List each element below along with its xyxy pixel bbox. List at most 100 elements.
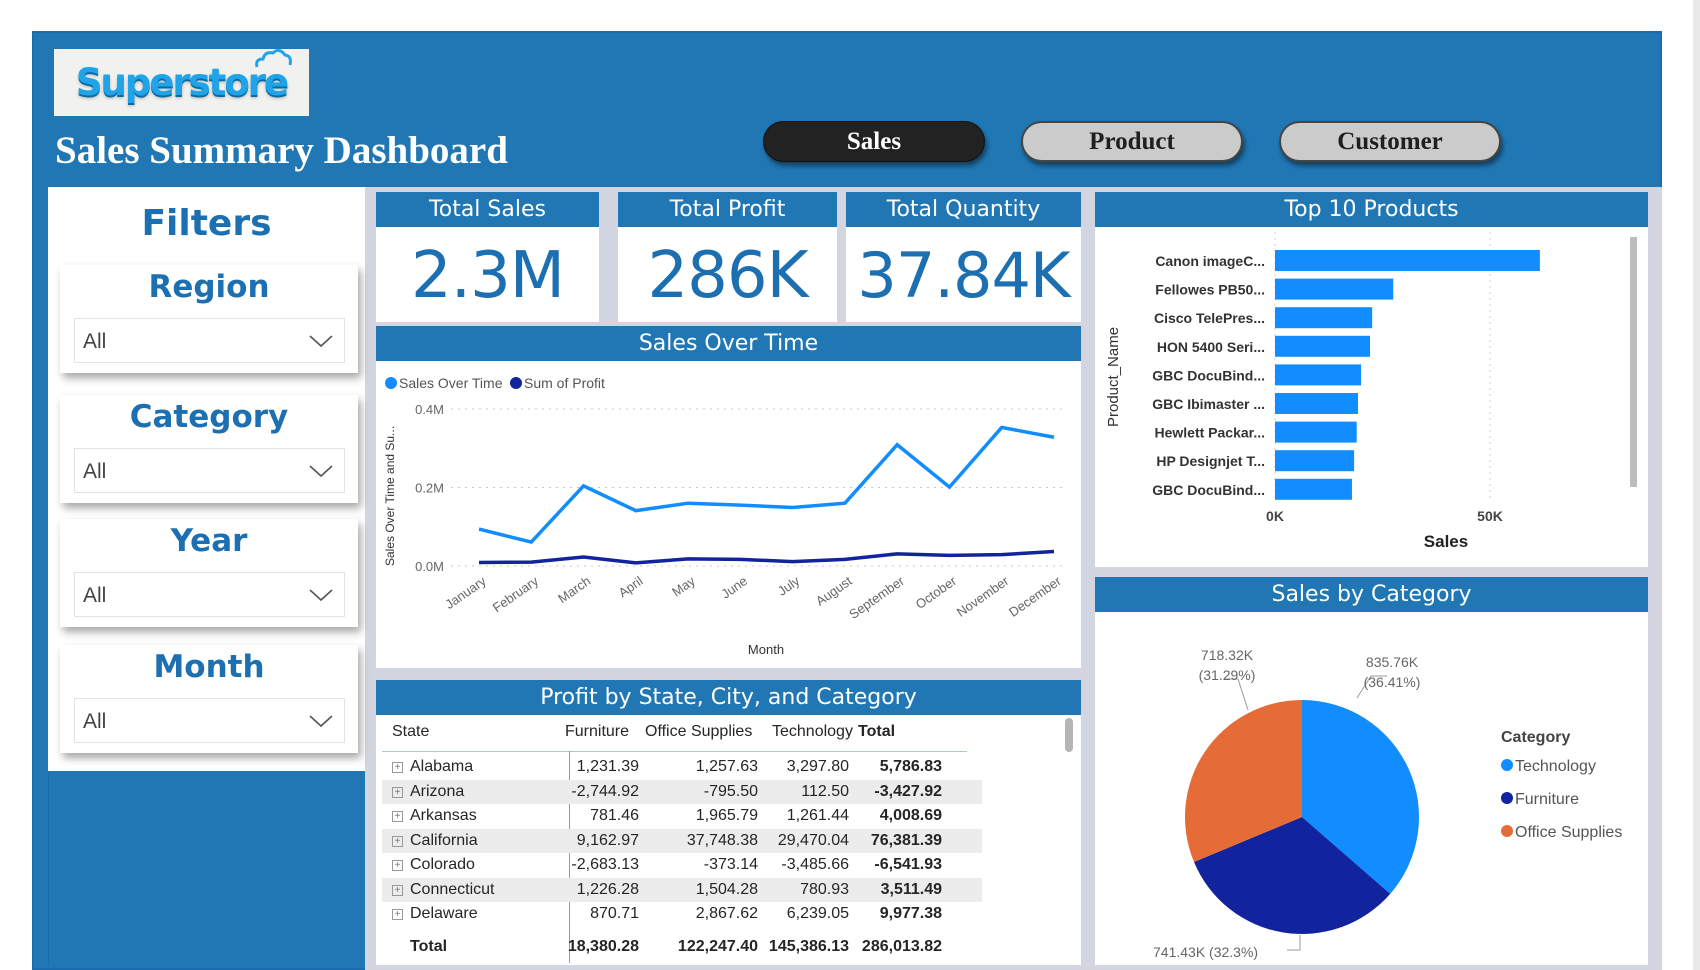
profit-table: State Furniture Office Supplies Technology T… [376, 715, 1081, 965]
table-scrollbar[interactable] [1065, 718, 1073, 752]
expand-icon[interactable]: + [392, 811, 403, 822]
expand-icon[interactable]: + [392, 786, 403, 798]
state-cell: Connecticut [410, 880, 495, 898]
value-cell: 780.93 [800, 880, 849, 898]
table-total-row: Total 18,380.28 122,247.40 145,386.13 286,01… [382, 935, 982, 960]
nav-product-button[interactable]: Product [1021, 121, 1243, 162]
year-slicer-label: Year [170, 523, 248, 559]
category-slicer: Category All [60, 395, 358, 503]
x-tick-label: 0K [1266, 508, 1284, 524]
column-header[interactable]: Office Supplies [645, 723, 753, 740]
region-dropdown-value: All [83, 330, 107, 353]
value-cell: 112.50 [801, 782, 849, 800]
bar[interactable] [1275, 278, 1394, 300]
value-cell: -373.14 [703, 856, 758, 873]
legend-marker [1501, 759, 1513, 771]
bar-label: Fellowes PB50... [1155, 282, 1265, 298]
bar-label: Cisco TelePres... [1154, 310, 1265, 326]
expand-icon[interactable]: + [392, 884, 403, 896]
value-cell: 29,470.04 [777, 831, 849, 849]
table-title: Profit by State, City, and Category [376, 680, 1081, 715]
bar[interactable] [1275, 478, 1352, 500]
leader-line [1225, 678, 1249, 711]
region-dropdown[interactable]: All [74, 318, 345, 363]
value-cell: 6,239.05 [786, 905, 849, 922]
bar[interactable] [1275, 421, 1357, 443]
pie-chart[interactable]: 835.76K (36.41%) 741.43K (32.3%) 718.32K (31… [1095, 612, 1648, 965]
month-dropdown-value: All [83, 710, 107, 733]
column-header[interactable]: Technology [772, 723, 853, 740]
profit-line[interactable] [478, 549, 1055, 565]
browser-scrollbar[interactable] [1693, 0, 1700, 970]
expand-icon[interactable]: + [392, 909, 403, 920]
value-cell: 3,511.49 [880, 880, 942, 898]
nav-customer-button[interactable]: Customer [1279, 121, 1501, 162]
bar[interactable] [1275, 307, 1373, 329]
value-cell: 870.71 [590, 905, 639, 922]
x-axis-label: Sales [1424, 532, 1468, 551]
bar-label: Canon imageC... [1155, 253, 1265, 269]
bar-label: GBC Ibimaster ... [1152, 396, 1265, 412]
kpi-card-total-quantity: Total Quantity 37.84K [846, 192, 1081, 322]
x-tick-label: June [718, 573, 750, 601]
value-cell: 2,867.62 [695, 905, 758, 922]
legend-marker [385, 377, 397, 389]
filters-panel-footer [48, 771, 365, 965]
pie-slice-technology[interactable] [1302, 700, 1419, 894]
legend-label[interactable]: Furniture [1515, 791, 1579, 808]
year-dropdown[interactable]: All [74, 572, 345, 617]
y-tick-label: 0.0M [415, 559, 444, 574]
x-tick-label: April [616, 573, 646, 600]
sales-over-time-panel: Sales Over Time Sales Over Time Sum of Pr… [376, 326, 1081, 668]
chevron-down-icon [309, 715, 333, 728]
bar-label: GBC DocuBind... [1152, 482, 1265, 498]
table-row: + California 9,162.97 37,748.38 29,470.04 76,… [382, 828, 982, 853]
bar[interactable] [1275, 335, 1371, 357]
category-dropdown[interactable]: All [74, 448, 345, 493]
pie-slice-furniture[interactable] [1194, 817, 1391, 934]
x-tick-label: March [555, 573, 593, 606]
nav-sales-button[interactable]: Sales [763, 121, 985, 162]
kpi-value: 2.3M [411, 239, 565, 313]
legend-label[interactable]: Technology [1515, 758, 1596, 775]
column-header[interactable]: Furniture [565, 723, 630, 740]
bar-label: GBC DocuBind... [1152, 367, 1265, 383]
month-dropdown[interactable]: All [74, 698, 345, 743]
value-cell: 1,504.28 [695, 880, 758, 898]
bar[interactable] [1275, 393, 1358, 414]
state-cell: Arkansas [410, 807, 477, 824]
profit-table-panel: Profit by State, City, and Category Stat… [376, 680, 1081, 965]
category-slicer-label: Category [129, 399, 289, 435]
expand-icon[interactable]: + [392, 762, 403, 773]
table-row: + Arkansas 781.46 1,965.79 1,261.44 4,008.69 [382, 804, 982, 829]
line-chart[interactable]: Sales Over Time Sum of Profit 0.0M 0.2M 0.4M… [376, 361, 1081, 668]
chart-scrollbar[interactable] [1630, 237, 1637, 487]
kpi-label: Total Sales [376, 192, 599, 227]
value-cell: 1,965.79 [695, 807, 758, 824]
bar[interactable] [1275, 250, 1540, 271]
sales-line[interactable] [478, 425, 1055, 545]
value-cell: 781.46 [590, 807, 639, 824]
data-label-percent: (31.29%) [1199, 667, 1256, 683]
chart-title: Sales Over Time [376, 326, 1081, 361]
header-divider [382, 751, 967, 752]
expand-icon[interactable]: + [392, 835, 403, 847]
value-cell: 76,381.39 [870, 831, 942, 849]
legend-marker [1501, 825, 1513, 837]
chart-title: Sales by Category [1095, 577, 1648, 612]
state-cell: Colorado [410, 856, 475, 873]
value-cell: 1,261.44 [786, 807, 849, 824]
column-header[interactable]: State [392, 723, 430, 740]
table-row: + Connecticut 1,226.28 1,504.28 780.93 3,511.… [382, 877, 982, 902]
state-cell: Delaware [410, 905, 478, 922]
value-cell: -795.50 [703, 782, 758, 800]
value-cell: 5,786.83 [879, 758, 942, 775]
bar[interactable] [1275, 364, 1361, 386]
pie-slice-office-supplies[interactable] [1185, 700, 1302, 863]
bar-chart[interactable]: 0K 50K Canon imageC... Fellowes PB50... Cisc… [1095, 227, 1648, 567]
legend-label[interactable]: Office Supplies [1515, 824, 1622, 841]
bar[interactable] [1275, 450, 1355, 472]
column-header[interactable]: Total [858, 723, 896, 740]
expand-icon[interactable]: + [392, 860, 403, 871]
table-header: State Furniture Office Supplies Technology T… [382, 715, 982, 749]
